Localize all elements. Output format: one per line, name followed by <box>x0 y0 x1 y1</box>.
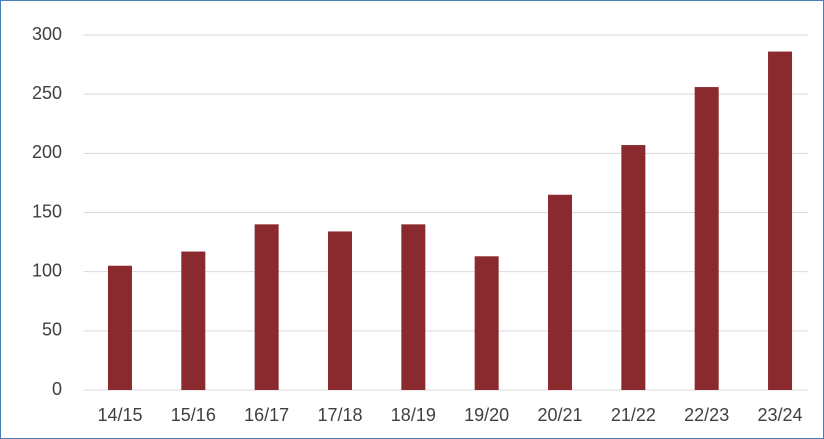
bar <box>548 194 573 390</box>
x-tick-label: 16/17 <box>244 405 289 425</box>
x-tick-label: 21/22 <box>611 405 656 425</box>
y-tick-label: 200 <box>32 142 62 162</box>
bar <box>768 51 793 391</box>
bar <box>694 87 719 391</box>
bar <box>401 224 426 390</box>
x-tick-label: 20/21 <box>537 405 582 425</box>
bar <box>181 251 206 390</box>
x-tick-label: 14/15 <box>97 405 142 425</box>
y-tick-label: 0 <box>52 379 62 399</box>
x-tick-label: 19/20 <box>464 405 509 425</box>
bar <box>327 231 352 390</box>
y-tick-label: 100 <box>32 260 62 280</box>
x-tick-label: 22/23 <box>684 405 729 425</box>
y-tick-label: 250 <box>32 83 62 103</box>
y-tick-label: 50 <box>42 320 62 340</box>
bar <box>621 145 646 390</box>
x-tick-label: 17/18 <box>317 405 362 425</box>
y-tick-label: 150 <box>32 201 62 221</box>
bar <box>474 256 499 390</box>
x-tick-label: 15/16 <box>171 405 216 425</box>
x-tick-label: 23/24 <box>758 405 803 425</box>
bar <box>107 265 132 390</box>
y-tick-label: 300 <box>32 24 62 44</box>
bar <box>254 224 279 390</box>
x-tick-label: 18/19 <box>391 405 436 425</box>
